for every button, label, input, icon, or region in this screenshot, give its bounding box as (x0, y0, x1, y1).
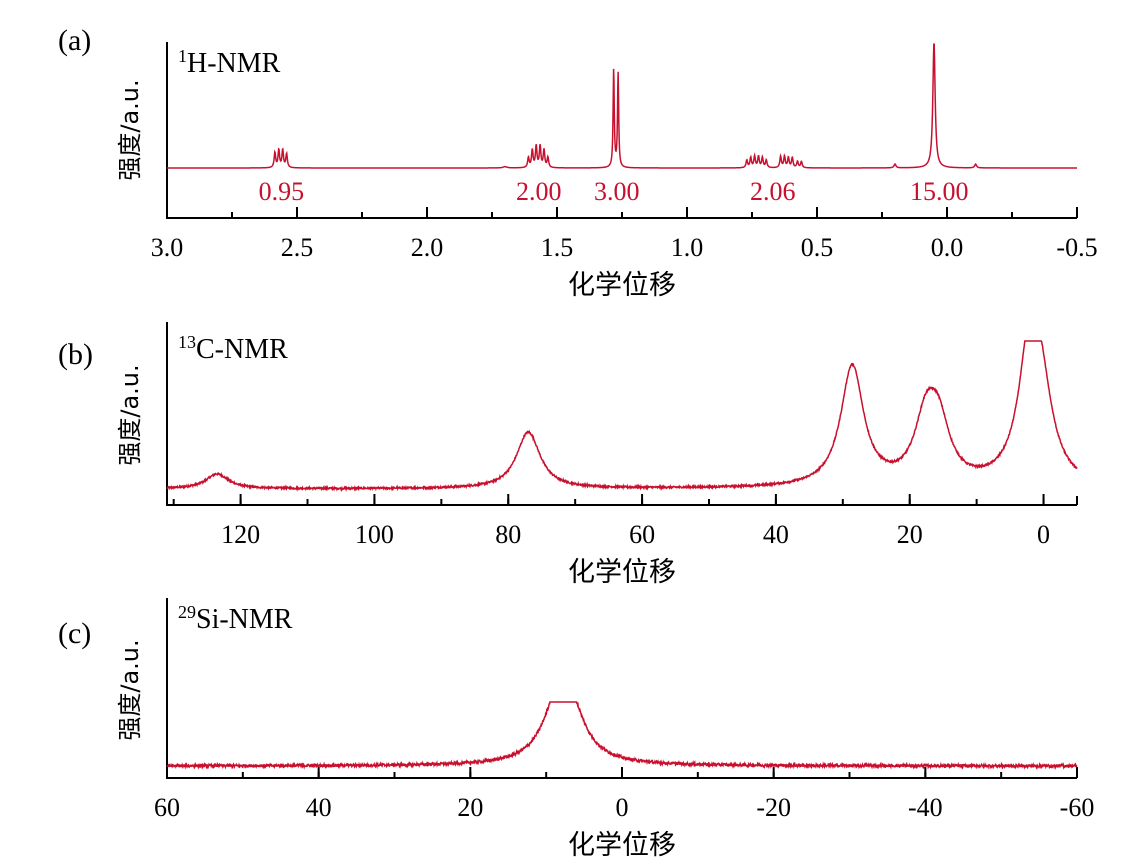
y-axis-title: 强度/a.u. (116, 79, 144, 180)
x-tick-label: 20 (457, 793, 483, 822)
x-tick-label: 40 (763, 520, 789, 549)
spectrum-trace (166, 340, 1078, 492)
x-tick-label: -20 (756, 793, 791, 822)
x-tick-label: 0 (616, 793, 629, 822)
x-tick-label: 0.0 (931, 233, 964, 262)
x-tick-label: 0 (1037, 520, 1050, 549)
panel-label: (b) (58, 338, 93, 371)
spectrum-trace (167, 43, 1077, 169)
integral-label: 2.06 (750, 177, 796, 206)
x-tick-label: -0.5 (1056, 233, 1097, 262)
nucleus-label: 13C-NMR (178, 332, 288, 365)
x-tick-label: 3.0 (151, 233, 184, 262)
panel-label: (c) (58, 617, 91, 650)
x-tick-label: 80 (495, 520, 521, 549)
x-axis-title: 化学位移 (568, 557, 676, 588)
integral-label: 15.00 (910, 177, 969, 206)
integral-label: 3.00 (594, 177, 640, 206)
nucleus-label: 29Si-NMR (178, 602, 293, 635)
x-tick-label: 1.5 (541, 233, 574, 262)
x-tick-label: 2.0 (411, 233, 444, 262)
x-tick-label: 0.5 (801, 233, 834, 262)
x-tick-label: 1.0 (671, 233, 704, 262)
x-tick-label: -60 (1060, 793, 1095, 822)
x-tick-label: 100 (355, 520, 394, 549)
x-tick-label: 120 (221, 520, 260, 549)
panel-si-nmr: 60 40 20 0 -20 -40 -60 化学位移 强度/a.u. (c) 29Si-NMR (58, 598, 1094, 861)
y-axis-title: 强度/a.u. (116, 639, 144, 740)
y-axis-title: 强度/a.u. (116, 364, 144, 465)
panel-c-nmr: 120 100 80 60 40 20 0 化学位移 强度/a.u. (b) 13C-NMR (58, 322, 1078, 588)
spectrum-trace (166, 701, 1078, 771)
x-tick-label: 20 (897, 520, 923, 549)
panel-label: (a) (58, 24, 91, 57)
integral-label: 0.95 (259, 177, 305, 206)
x-tick-label: 2.5 (281, 233, 314, 262)
x-axis-title: 化学位移 (568, 270, 676, 301)
panel-h-nmr: 3.0 2.5 2.0 1.5 1.0 0.5 0.0 -0.5 化学位移 强度/a.u. (a) 1… (58, 24, 1098, 301)
integral-label: 2.00 (516, 177, 562, 206)
x-tick-label: 60 (629, 520, 655, 549)
x-tick-label: 40 (306, 793, 332, 822)
x-tick-label: 60 (154, 793, 180, 822)
x-axis-title: 化学位移 (568, 830, 676, 861)
x-tick-label: -40 (908, 793, 943, 822)
nucleus-label: 1H-NMR (178, 46, 281, 79)
